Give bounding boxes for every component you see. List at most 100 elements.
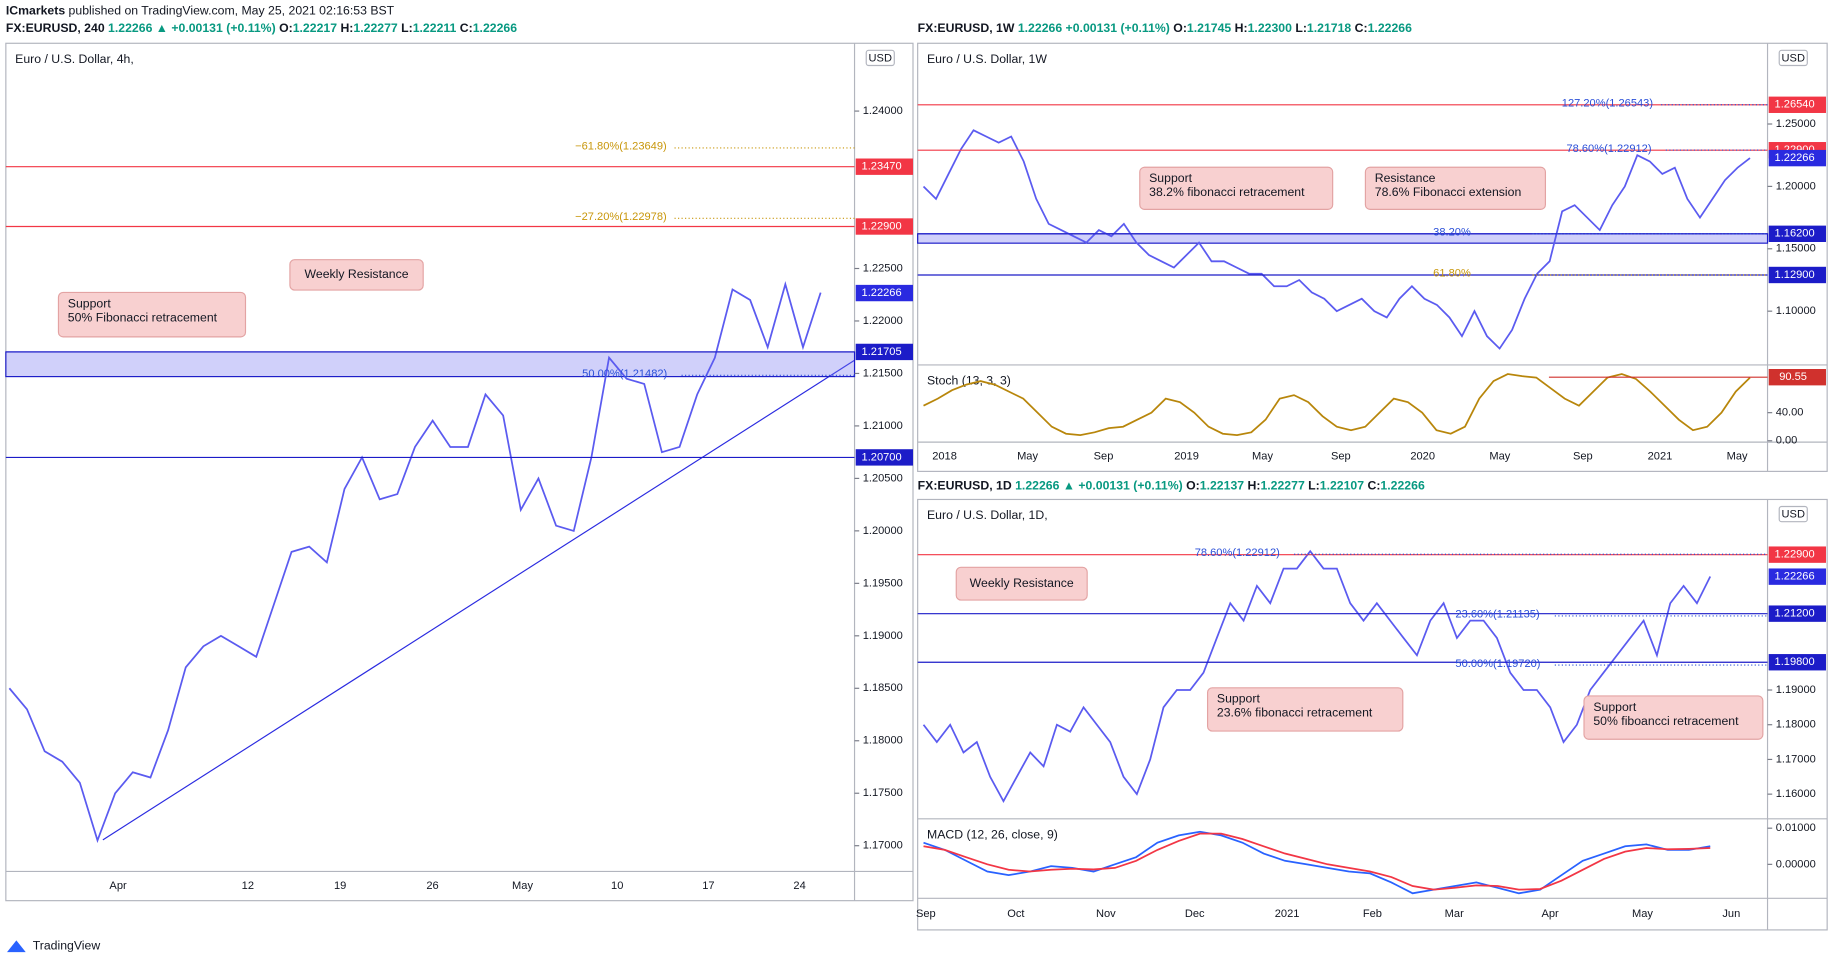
fib-label: 23.60%(1.21135) [1455, 609, 1539, 621]
legend-part: FX:EURUSD, 1W [918, 21, 1018, 35]
y-tick-label: 1.18000 [863, 735, 903, 747]
price-badge [855, 449, 913, 466]
indicator-label: MACD (12, 26, close, 9) [927, 827, 1058, 841]
legend-part: 1.22266 [108, 21, 156, 35]
indicator-badge-label: 90.55 [1779, 371, 1807, 383]
x-tick-label: 24 [793, 880, 805, 892]
annotation-text: Support [1593, 700, 1637, 714]
x-tick-label: Mar [1445, 908, 1464, 920]
legend-part: L: [1295, 21, 1307, 35]
x-tick-label: Nov [1096, 908, 1116, 920]
x-tick-label: 2019 [1174, 451, 1199, 463]
price-badge-label: 1.21705 [862, 346, 902, 358]
fib-label: 78.60%(1.22912) [1195, 547, 1280, 559]
x-tick-label: 19 [334, 880, 346, 892]
panel-frame [917, 498, 1828, 931]
y-tick-label: 1.20000 [1776, 180, 1816, 192]
indicator-line [923, 830, 1711, 895]
currency: USD [1782, 52, 1805, 64]
y-tick-label: 1.18500 [863, 682, 903, 694]
footer-logo [7, 940, 26, 953]
legend-part: H: [1235, 21, 1248, 35]
y-tick-label: 1.17000 [1776, 753, 1816, 765]
fib-label: 61.80% [1433, 268, 1471, 280]
annotation-box [289, 259, 424, 291]
annotation-text: 23.6% fibonacci retracement [1217, 706, 1373, 720]
price-line [922, 129, 1751, 350]
x-tick-label: May [1252, 451, 1273, 463]
legend-part: C: [1367, 479, 1380, 493]
publisher: ICmarkets [6, 4, 65, 18]
x-tick-label: 10 [611, 880, 623, 892]
legend-part: H: [340, 21, 353, 35]
y-tick-label: 1.22500 [863, 262, 903, 274]
panel-title: Euro / U.S. Dollar, 1D, [927, 508, 1048, 522]
currency: USD [869, 52, 892, 64]
y-tick-label: 0.01000 [1776, 822, 1816, 834]
price-badge [1768, 654, 1826, 671]
annotation-text: Support [68, 296, 112, 310]
price-badge [1768, 96, 1826, 113]
price-badge [1768, 266, 1826, 284]
x-tick-label: Dec [1185, 908, 1205, 920]
annotation-box [1206, 687, 1404, 732]
price-badge [855, 158, 913, 175]
zone [5, 351, 856, 378]
price-badge-label: 1.21200 [1775, 608, 1815, 620]
price-badge-label: 1.12900 [1775, 269, 1815, 281]
annotation-box [1364, 166, 1547, 210]
x-tick-label: Sep [916, 908, 936, 920]
annotation-text: 50% fiboancci retracement [1593, 714, 1739, 728]
legend-part: +0.00131 (+0.11%) [1066, 21, 1174, 35]
legend-part: 1.22137 [1200, 479, 1248, 493]
legend-part: C: [460, 21, 473, 35]
y-tick-label: 0.00 [1776, 435, 1798, 447]
x-tick-label: Feb [1363, 908, 1382, 920]
x-tick-label: 26 [426, 880, 438, 892]
price-badge [1768, 605, 1826, 622]
price-badge-label: 1.22266 [1775, 152, 1815, 164]
panel-title: Euro / U.S. Dollar, 1W [927, 52, 1047, 66]
annotation-text: 50% Fibonacci retracement [68, 310, 218, 324]
price-badge-label: 1.22900 [862, 220, 902, 232]
annotation-text: 38.2% fibonacci retracement [1149, 185, 1305, 199]
y-tick-label: 1.19500 [863, 577, 903, 589]
y-tick-label: 1.21500 [863, 367, 903, 379]
y-tick-label: 1.10000 [1776, 305, 1816, 317]
annotation-box [57, 291, 247, 338]
y-tick-label: 1.17000 [863, 840, 903, 852]
trend-line [102, 359, 855, 841]
panel-frame [917, 42, 1828, 472]
x-tick-label: Sep [1573, 451, 1593, 463]
x-tick-label: 12 [242, 880, 254, 892]
x-tick-label: May [1489, 451, 1510, 463]
currency-box [1778, 49, 1808, 67]
currency: USD [1782, 509, 1805, 521]
y-tick-label: 1.21000 [863, 420, 903, 432]
legend-part: 1.22277 [1260, 479, 1308, 493]
fib-label: 78.60%(1.22912) [1566, 143, 1651, 155]
x-tick-label: Apr [109, 880, 127, 892]
annotation-text: Weekly Resistance [970, 576, 1074, 590]
fib-label: 127.20%(1.26543) [1562, 98, 1653, 110]
x-tick-label: Jun [1722, 908, 1740, 920]
indicator-line [923, 373, 1751, 437]
price-line [922, 549, 1712, 803]
legend: FX:EURUSD, 1D 1.22266 ▲ +0.00131 (+0.11%… [918, 479, 1425, 493]
price-badge [1768, 149, 1826, 167]
legend-part: 1.22266 [1015, 479, 1063, 493]
legend-part: FX:EURUSD, 240 [6, 21, 108, 35]
legend-part: C: [1355, 21, 1368, 35]
y-tick-label: 1.25000 [1776, 118, 1816, 130]
y-tick-label: 1.19000 [863, 630, 903, 642]
price-badge [1768, 568, 1826, 585]
legend-part: 1.22266 [1368, 21, 1413, 35]
annotation-text: Weekly Resistance [305, 267, 409, 281]
fib-label: 38.20% [1433, 227, 1471, 239]
indicator-line [923, 832, 1711, 891]
y-tick-label: 0.00000 [1776, 858, 1816, 870]
panel-frame [5, 42, 914, 902]
y-tick-label: 1.24000 [863, 105, 903, 117]
